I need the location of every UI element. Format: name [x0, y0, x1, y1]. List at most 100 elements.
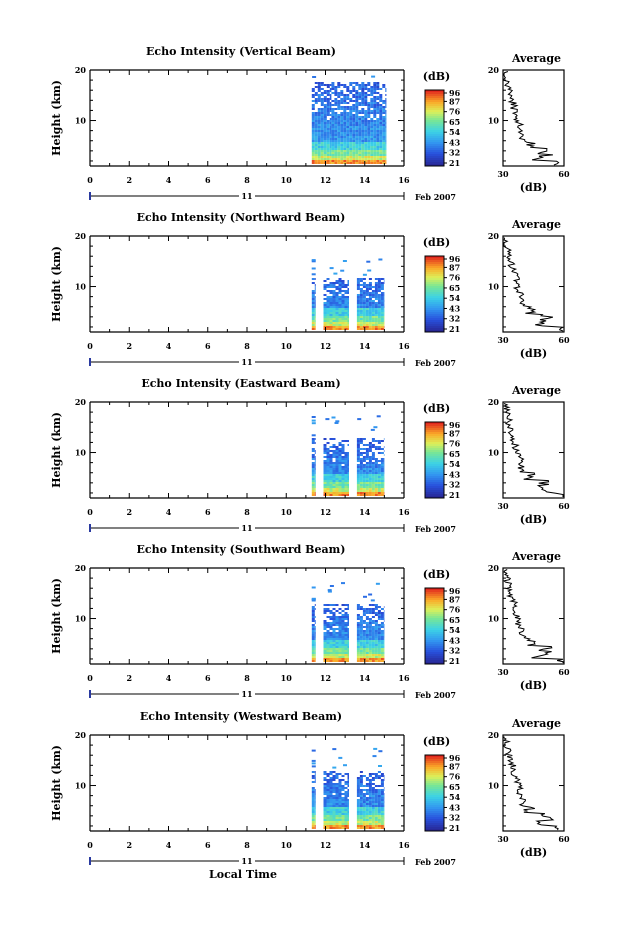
heatmap-cell	[365, 312, 369, 314]
heatmap-cell	[385, 94, 387, 96]
heatmap-cell	[326, 442, 330, 444]
heatmap-cell	[373, 86, 377, 88]
heatmap-cell	[343, 116, 347, 118]
heatmap-cell	[337, 118, 341, 120]
heatmap-cell	[358, 132, 362, 134]
heatmap-cell	[338, 484, 342, 486]
heatmap-cell	[335, 799, 339, 801]
heatmap-cell	[370, 94, 374, 96]
heatmap-cell	[380, 801, 384, 803]
heatmap-cell	[377, 448, 381, 450]
heatmap-cell	[311, 827, 315, 829]
heatmap-cell	[311, 628, 315, 630]
panel-1: Echo Intensity (Vertical Beam)Height (km…	[50, 45, 570, 202]
heatmap-cell	[346, 158, 350, 160]
heatmap-cell	[326, 302, 330, 304]
heatmap-cell	[362, 622, 366, 624]
heatmap-cell	[383, 482, 385, 484]
heatmap-cell	[368, 488, 372, 490]
heatmap-cell	[314, 142, 318, 144]
heatmap-cell	[317, 130, 321, 132]
heatmap-cell	[338, 478, 342, 480]
heatmap-cell	[326, 799, 330, 801]
heatmap-cell	[311, 112, 315, 114]
heatmap-cell	[356, 308, 360, 310]
heatmap-cell	[314, 94, 318, 96]
heatmap-cell	[356, 656, 360, 658]
heatmap-cell	[331, 108, 335, 110]
heatmap-cell	[377, 470, 381, 472]
colorbar-swatch	[425, 124, 444, 127]
heatmap-cell	[332, 652, 336, 654]
heatmap-cell	[368, 492, 372, 494]
heatmap-cell	[314, 456, 316, 458]
heatmap-cell	[368, 444, 372, 446]
heatmap-cell	[332, 464, 336, 466]
heatmap-cell	[371, 777, 375, 779]
heatmap-cell	[332, 474, 336, 476]
heatmap-cell	[379, 148, 383, 150]
heatmap-cell	[326, 474, 330, 476]
heatmap-cell	[358, 88, 362, 90]
heatmap-cell	[314, 650, 316, 652]
heatmap-cell	[367, 134, 371, 136]
heatmap-cell	[374, 292, 378, 294]
heatmap-cell	[323, 474, 327, 476]
heatmap-cell	[314, 328, 316, 330]
heatmap-cell	[337, 132, 341, 134]
colorbar-swatch	[425, 791, 444, 794]
heatmap-cell	[332, 827, 336, 829]
heatmap-cell	[338, 648, 342, 650]
colorbar-tick-label: 76	[449, 273, 461, 283]
heatmap-cell	[344, 310, 348, 312]
heatmap-cell	[323, 652, 327, 654]
heatmap-cell	[365, 306, 369, 308]
heatmap-cell	[335, 642, 339, 644]
heatmap-cell	[341, 640, 345, 642]
heatmap-cell	[383, 805, 385, 807]
heatmap-cell	[343, 150, 347, 152]
heatmap-cell	[377, 492, 381, 494]
heatmap-cell	[335, 628, 339, 630]
heatmap-cell	[380, 618, 384, 620]
heatmap-cell	[329, 138, 332, 140]
heatmap-cell	[370, 124, 374, 126]
heatmap-cell	[344, 648, 348, 650]
heatmap-cell	[377, 320, 381, 322]
heatmap-cell	[368, 791, 372, 793]
heatmap-cell	[377, 312, 381, 314]
heatmap-cell	[359, 775, 363, 777]
heatmap-cell	[380, 322, 384, 324]
colorbar-tick-label: 32	[449, 314, 460, 324]
heatmap-cell	[340, 120, 344, 122]
heatmap-cell	[368, 628, 372, 630]
heatmap-cell	[352, 134, 356, 136]
heatmap-cell	[377, 634, 381, 636]
heatmap-cell	[368, 468, 372, 470]
heatmap-cell	[377, 484, 381, 486]
heatmap-cell	[335, 795, 339, 797]
heatmap-cell	[344, 801, 348, 803]
heatmap-cell	[338, 448, 342, 450]
heatmap-cell	[371, 803, 375, 805]
heatmap-cell	[383, 282, 385, 284]
heatmap-cell	[323, 134, 327, 136]
heatmap-cell	[368, 640, 372, 642]
heatmap-cell	[347, 460, 349, 462]
heatmap-cell	[376, 88, 380, 90]
heatmap-cell	[368, 462, 372, 464]
heatmap-cell	[358, 136, 362, 138]
date-label: Feb 2007	[415, 192, 456, 202]
heatmap-cell	[371, 789, 375, 791]
heatmap-cell	[365, 825, 369, 827]
heatmap-cell	[375, 582, 380, 585]
heatmap-cell	[365, 474, 369, 476]
heatmap-cell	[368, 620, 372, 622]
heatmap-cell	[329, 286, 333, 288]
heatmap-cell	[359, 815, 363, 817]
heatmap-cell	[365, 650, 369, 652]
heatmap-cell	[335, 648, 339, 650]
heatmap-cell	[347, 482, 349, 484]
heatmap-cell	[380, 807, 384, 809]
heatmap-cell	[329, 486, 333, 488]
